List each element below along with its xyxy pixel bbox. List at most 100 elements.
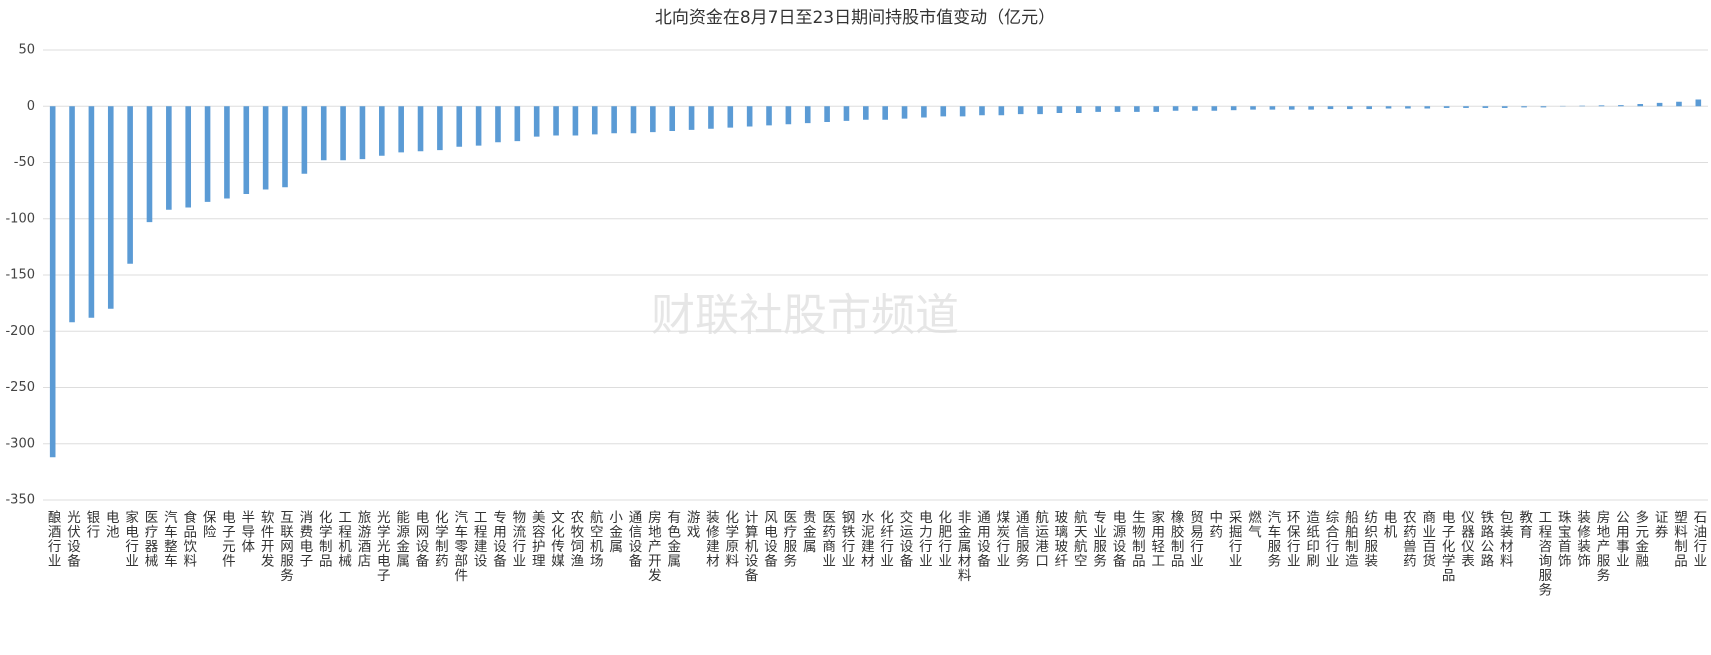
bar	[940, 106, 946, 116]
y-tick-label: -150	[5, 268, 35, 283]
bar	[921, 106, 927, 117]
bar	[1308, 106, 1314, 109]
x-tick-label: 光伏设备	[64, 510, 81, 568]
bar	[1212, 106, 1218, 111]
x-tick-label: 造纸印刷	[1303, 510, 1320, 568]
x-tick-label: 石油行业	[1690, 510, 1707, 568]
x-tick-label: 航空机场	[587, 510, 604, 569]
bar	[573, 106, 579, 135]
bar	[747, 106, 753, 126]
bar	[960, 106, 966, 116]
bar	[515, 106, 521, 141]
x-tick-label: 光学光电子	[374, 510, 391, 583]
bar	[127, 106, 133, 264]
chart-title: 北向资金在8月7日至23日期间持股市值变动（亿元）	[655, 8, 1055, 28]
bar	[1037, 106, 1043, 114]
x-tick-label: 食品饮料	[180, 509, 197, 568]
x-tick-label: 小金属	[606, 510, 623, 554]
x-tick-label: 通信设备	[625, 510, 642, 568]
bar	[1076, 106, 1082, 113]
bar	[1250, 106, 1256, 109]
bar	[1618, 105, 1624, 106]
bar	[89, 106, 95, 318]
x-tick-label: 化学制药	[432, 510, 449, 568]
x-tick-label: 家电行业	[122, 509, 139, 568]
x-tick-label: 电机	[1381, 510, 1398, 540]
x-tick-label: 游戏	[684, 510, 701, 540]
x-tick-label: 装修装饰	[1574, 510, 1591, 568]
bar	[1657, 103, 1663, 106]
x-tick-label: 化学原料	[722, 510, 739, 568]
bar	[824, 106, 830, 122]
x-tick-label: 银行	[83, 510, 100, 540]
bar	[650, 106, 656, 132]
y-tick-label: -250	[5, 380, 35, 395]
bar	[1289, 106, 1295, 109]
bar	[302, 106, 308, 174]
bar	[592, 106, 598, 134]
y-tick-label: -300	[5, 436, 35, 451]
x-tick-label: 房地产开发	[645, 510, 662, 583]
bar	[1173, 106, 1179, 111]
x-tick-label: 电子化学品	[1439, 510, 1456, 583]
x-tick-label: 农药兽药	[1400, 510, 1417, 568]
bar	[1231, 106, 1237, 110]
bar	[1579, 106, 1585, 107]
bar	[534, 106, 540, 136]
x-tick-label: 水泥建材	[858, 510, 875, 568]
x-tick-label: 房地产服务	[1594, 510, 1611, 583]
x-tick-label: 化纤行业	[877, 510, 894, 568]
bar	[495, 106, 501, 142]
x-tick-label: 汽车服务	[1264, 510, 1281, 568]
bar	[360, 106, 366, 159]
x-tick-label: 通信服务	[1013, 510, 1030, 568]
bar	[1676, 102, 1682, 107]
bar	[185, 106, 191, 207]
bar	[1521, 106, 1527, 107]
bar	[1599, 105, 1605, 106]
bar	[50, 106, 56, 457]
x-tick-label: 综合行业	[1322, 510, 1339, 568]
bar	[205, 106, 211, 202]
x-tick-label: 工程咨询服务	[1535, 510, 1552, 597]
x-tick-label: 美容护理	[529, 510, 546, 568]
bar	[1347, 106, 1353, 109]
x-tick-label: 工程机械	[335, 510, 352, 568]
bar	[844, 106, 850, 121]
y-tick-label: 50	[18, 43, 35, 58]
bar	[1018, 106, 1024, 114]
x-tick-label: 农牧饲渔	[567, 510, 584, 568]
x-tick-label: 专用设备	[490, 510, 507, 568]
x-tick-label: 酿酒行业	[45, 510, 62, 568]
bar	[1444, 106, 1450, 108]
x-tick-label: 珠宝首饰	[1555, 510, 1572, 568]
bar	[766, 106, 772, 125]
bar	[1057, 106, 1063, 113]
x-tick-label: 汽车整车	[161, 510, 178, 568]
x-tick-label: 电子元件	[219, 510, 236, 568]
bar	[224, 106, 230, 198]
x-tick-label: 能源金属	[393, 510, 410, 568]
bar	[108, 106, 114, 309]
x-tick-label: 采掘行业	[1226, 510, 1243, 568]
x-tick-label: 证券	[1652, 510, 1669, 540]
x-tick-label: 包装材料	[1497, 510, 1514, 568]
bar	[553, 106, 559, 135]
bar	[882, 106, 888, 120]
y-tick-label: -350	[5, 493, 35, 508]
bar	[243, 106, 249, 194]
bar	[979, 106, 985, 115]
bar	[727, 106, 733, 127]
watermark: 财联社股市频道	[651, 290, 959, 341]
x-tick-label: 燃气	[1245, 509, 1262, 539]
bar	[863, 106, 869, 120]
bar	[1483, 106, 1489, 108]
bar	[1386, 106, 1392, 108]
x-tick-label: 电池	[103, 510, 120, 539]
bar	[1134, 106, 1140, 112]
bar	[398, 106, 404, 152]
bar	[1366, 106, 1372, 109]
x-tick-label: 航运港口	[1032, 510, 1049, 568]
bar	[689, 106, 695, 130]
